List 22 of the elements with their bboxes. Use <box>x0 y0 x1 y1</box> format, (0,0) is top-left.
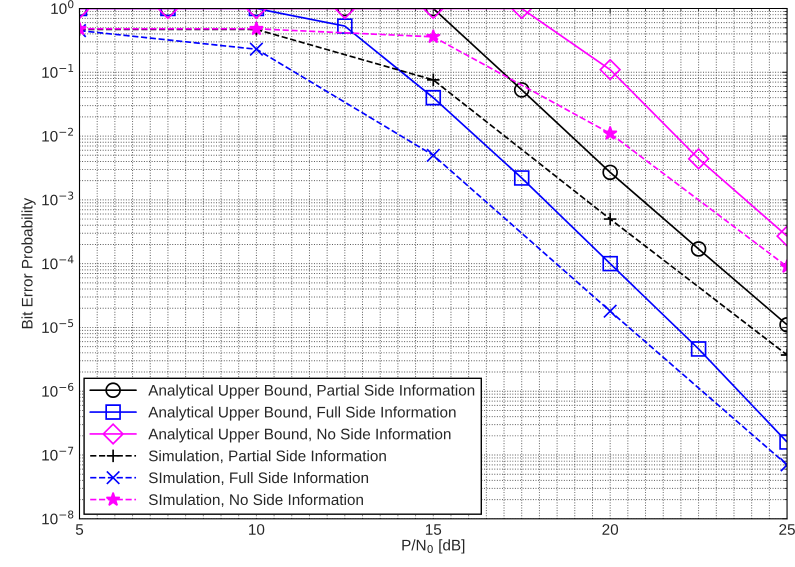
legend-label: SImulation, Full Side Information <box>148 472 368 486</box>
y-tick-label: 10$^{−1}$ <box>42 64 74 78</box>
y-tick-label: 10$^{−7}$ <box>42 446 74 461</box>
y-tick-label: 10$^{−3}$ <box>42 192 74 206</box>
y-tick-label: 10$^{−4}$ <box>42 255 74 270</box>
x-tick-label: 20 <box>602 524 618 535</box>
y-tick-label: 10$^{−6}$ <box>42 382 74 397</box>
x-tick-label: 5 <box>76 524 84 535</box>
legend-label: Simulation, Partial Side Information <box>148 450 386 464</box>
legend-label: Analytical Upper Bound, No Side Information <box>148 428 450 442</box>
legend-label: SImulation, No Side Information <box>148 494 363 507</box>
y-axis-title: Bit Error Probability <box>21 198 36 328</box>
x-tick-label: 25 <box>779 524 795 535</box>
y-tick-label: 10$^{−8}$ <box>42 510 74 524</box>
x-axis-title: P/N$_{0}$ [dB] <box>402 539 464 554</box>
y-tick-label: 10$^{0}$ <box>51 0 74 14</box>
x-tick-label: 10 <box>249 524 264 535</box>
legend-label: Analytical Upper Bound, Partial Side Information <box>148 384 474 399</box>
y-tick-label: 10$^{−2}$ <box>42 128 74 142</box>
legend-label: Analytical Upper Bound, Full Side Information <box>148 406 456 421</box>
y-tick-label: 10$^{−5}$ <box>42 319 74 334</box>
x-tick-label: 15 <box>426 524 442 535</box>
